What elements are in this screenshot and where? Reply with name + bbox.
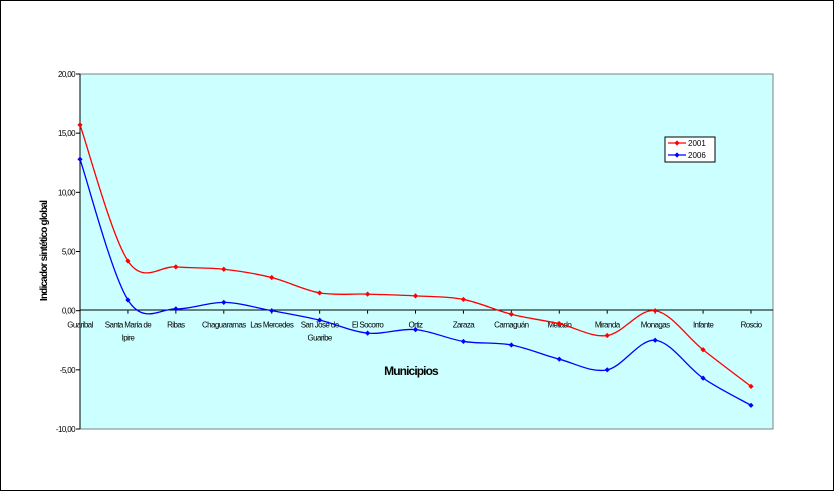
x-tick-label: Guaribal <box>67 321 93 330</box>
data-point-2001 <box>125 258 131 264</box>
x-tick-label: Miranda <box>595 321 621 330</box>
y-tick-label: 20,00 <box>58 70 76 79</box>
data-point-2006 <box>364 330 371 336</box>
data-point-2006 <box>556 356 562 362</box>
x-tick-label: Zaraza <box>453 321 475 330</box>
data-point-2001 <box>748 383 754 389</box>
legend-marker-2001 <box>674 140 680 146</box>
series-line-2001 <box>79 124 752 387</box>
data-point-2006 <box>125 297 131 303</box>
plot-area <box>79 73 774 430</box>
y-tick-label: 0,00 <box>62 307 76 316</box>
x-axis-ticks: Guaribal Santa María de Ipire Ribas Chaguara… <box>67 310 763 343</box>
legend-label-2006: 2006 <box>688 151 706 160</box>
y-tick-label: -10,00 <box>56 425 76 434</box>
legend-label-2001: 2001 <box>688 139 706 148</box>
data-point-2001 <box>700 347 706 353</box>
data-point-2001 <box>460 296 467 303</box>
y-tick-label: 5,00 <box>62 248 76 257</box>
data-point-2001 <box>364 291 371 297</box>
x-axis-label: Municipios <box>384 364 439 378</box>
data-point-2001 <box>317 290 323 296</box>
x-tick-label: Camaguán <box>494 321 528 330</box>
series-group <box>77 122 754 408</box>
y-tick-label: 15,00 <box>58 129 76 138</box>
data-point-2001 <box>556 321 562 327</box>
x-tick-label: Infante <box>693 321 714 330</box>
legend-marker-2006 <box>674 152 680 158</box>
x-tick-label: Ribas <box>167 321 185 330</box>
x-tick-label: Santa María de Ipire <box>105 321 152 343</box>
data-point-2006 <box>604 367 610 373</box>
data-point-2006 <box>317 317 323 323</box>
data-point-2006 <box>508 342 514 348</box>
legend-box <box>664 136 716 163</box>
data-point-2001 <box>269 274 275 281</box>
x-tick-label: Chaguaramas <box>202 321 246 330</box>
data-point-2006 <box>269 308 275 314</box>
data-point-2006 <box>700 375 706 381</box>
x-tick-label: Monagas <box>641 321 670 330</box>
data-point-2006 <box>460 338 467 345</box>
x-tick-label: Roscio <box>741 321 763 330</box>
data-point-2006 <box>748 402 754 408</box>
y-tick-label: -5,00 <box>60 366 76 375</box>
data-point-2001 <box>508 311 514 317</box>
y-axis-ticks: 20,00 15,00 10,00 5,00 0,00 -5,00 -10,00 <box>56 70 80 434</box>
data-point-2001 <box>221 266 227 272</box>
x-tick-label: El Socorro <box>352 321 384 330</box>
x-tick-label: San José de Guaribe <box>301 321 340 343</box>
data-point-2006 <box>77 156 83 162</box>
data-point-2001 <box>77 122 83 128</box>
x-tick-label: Ortiz <box>409 321 423 330</box>
data-point-2006 <box>652 337 658 343</box>
data-point-2001 <box>173 264 179 270</box>
legend: 2001 2006 <box>664 136 716 163</box>
x-tick-label: Las Mercedes <box>250 321 294 330</box>
data-point-2001 <box>652 308 658 314</box>
data-point-2006 <box>221 299 227 305</box>
data-point-2006 <box>412 327 419 333</box>
y-tick-label: 10,00 <box>58 188 76 197</box>
data-point-2006 <box>173 306 179 312</box>
y-axis-label: Indicador sintético global <box>39 200 50 301</box>
data-point-2001 <box>604 332 610 339</box>
data-point-2001 <box>412 293 419 299</box>
